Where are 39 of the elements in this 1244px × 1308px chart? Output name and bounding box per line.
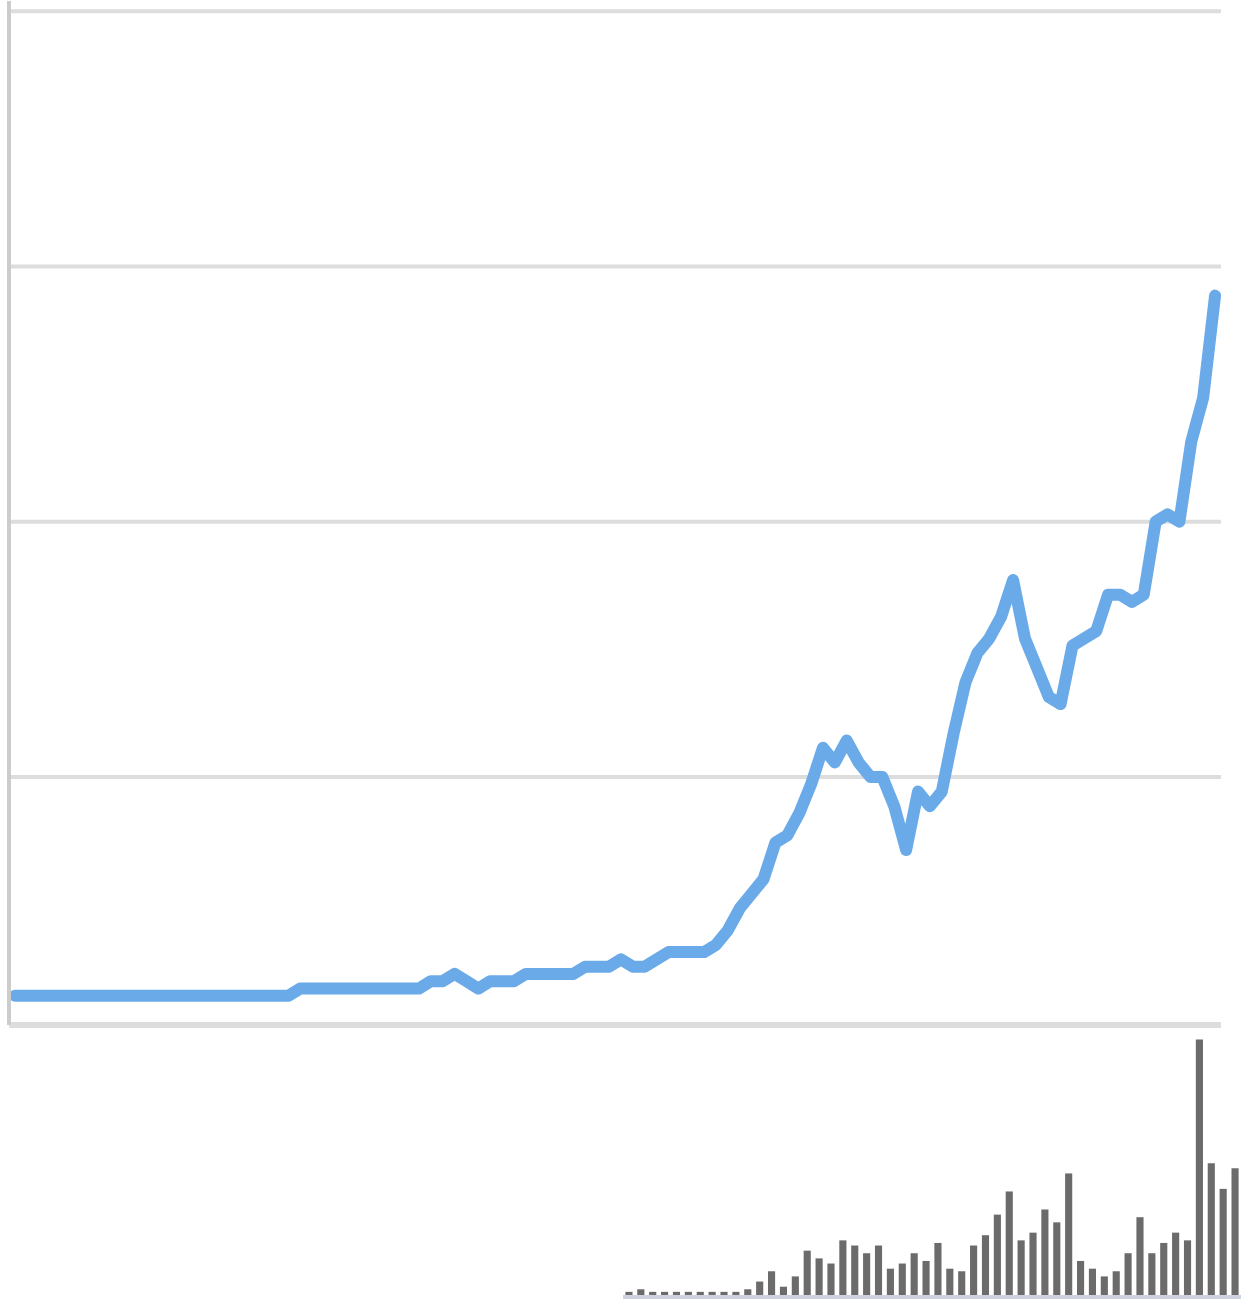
bar [910,1253,918,1297]
bar [1219,1188,1227,1297]
bar [1053,1222,1061,1297]
bar [767,1271,776,1297]
bar [1136,1217,1144,1297]
bar [1172,1232,1180,1297]
bar [1100,1276,1108,1297]
bar [970,1245,978,1297]
bar [803,1250,811,1297]
bar [851,1245,859,1297]
bar [993,1214,1001,1297]
bar [1029,1232,1037,1297]
bar [863,1253,871,1297]
bar [958,1271,966,1297]
bar [1207,1163,1215,1297]
bar [839,1240,847,1297]
bar [1065,1173,1073,1297]
bar [815,1258,823,1297]
bar [934,1242,942,1297]
bar [1017,1240,1025,1297]
bar [1160,1242,1168,1297]
bar [1088,1268,1097,1297]
bar [1148,1253,1156,1297]
bar [1231,1168,1239,1297]
bar [791,1276,799,1297]
bar [1005,1191,1013,1297]
bar [1124,1253,1132,1297]
bar [946,1268,954,1297]
bar [1076,1260,1085,1297]
bar [1195,1039,1203,1297]
bar [1183,1240,1192,1297]
bar [1112,1271,1120,1297]
bar [898,1263,906,1297]
bar [922,1260,930,1297]
bar [981,1235,990,1297]
bar [1041,1209,1049,1297]
bar [886,1268,894,1297]
bar [874,1245,883,1297]
bar [827,1263,835,1297]
